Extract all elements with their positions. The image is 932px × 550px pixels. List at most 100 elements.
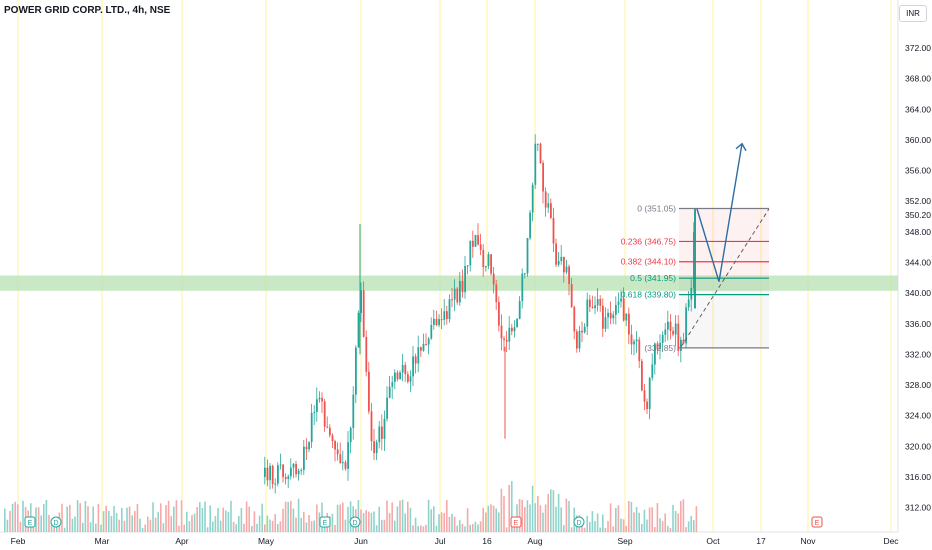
event-marker-label: E xyxy=(323,520,328,527)
volume-bar xyxy=(404,513,406,532)
volume-bar xyxy=(544,504,547,532)
candle-body xyxy=(404,364,407,375)
candle-body xyxy=(570,284,573,307)
price-tick-label: 328.00 xyxy=(905,380,931,390)
volume-bar xyxy=(183,524,185,532)
volume-bar xyxy=(196,507,198,532)
event-marker-label: E xyxy=(815,520,820,527)
earnings-marker-icon xyxy=(510,516,522,528)
candle-body xyxy=(396,372,399,380)
candle-body xyxy=(329,427,331,436)
candle-body xyxy=(375,442,378,454)
candle-body xyxy=(680,339,682,351)
candle-body xyxy=(669,321,672,331)
volume-bar xyxy=(401,499,404,532)
volume-bar xyxy=(596,513,599,532)
volume-bar xyxy=(147,516,149,532)
volume-bar xyxy=(381,519,383,532)
candle-body xyxy=(433,318,435,325)
price-tick-label: 364.00 xyxy=(905,104,931,114)
candle-body xyxy=(485,266,487,268)
earnings-marker-icon xyxy=(319,516,331,528)
volume-bar xyxy=(118,519,120,532)
volume-bar xyxy=(240,507,243,532)
volume-bar xyxy=(508,484,510,532)
chart-title: POWER GRID CORP. LTD., 4h, NSE xyxy=(4,5,171,16)
candle-body xyxy=(682,339,685,344)
volume-bar xyxy=(557,493,560,532)
volume-bar xyxy=(50,520,53,532)
fib-level-label: 0.5 (341.95) xyxy=(630,273,676,283)
volume-bar xyxy=(300,517,302,532)
volume-bar xyxy=(217,508,219,532)
volume-bar xyxy=(238,515,240,532)
volume-bar xyxy=(641,523,643,532)
volume-bar xyxy=(43,504,45,532)
candle-body xyxy=(589,299,591,307)
volume-bar xyxy=(48,514,50,532)
currency-button[interactable]: INR xyxy=(899,5,927,22)
volume-bar xyxy=(318,512,321,532)
candle-body xyxy=(508,327,511,342)
candle-body xyxy=(513,327,516,332)
volume-bar xyxy=(271,520,274,532)
candle-body xyxy=(326,426,329,428)
volume-bar xyxy=(664,513,666,532)
candle-body xyxy=(677,323,680,351)
volume-bar xyxy=(570,527,573,532)
candle-body xyxy=(459,280,461,303)
volume-bar xyxy=(154,517,157,532)
candle-body xyxy=(539,143,542,163)
volume-bar xyxy=(63,527,66,532)
volume-bar xyxy=(495,508,497,532)
volume-bar xyxy=(17,504,19,532)
price-tick-label: 344.00 xyxy=(905,257,931,267)
volume-bar xyxy=(388,513,391,532)
candle-body xyxy=(308,442,310,450)
candle-body xyxy=(492,273,495,285)
fib-level-label: 0.382 (344.10) xyxy=(621,257,676,267)
candle-body xyxy=(310,412,313,443)
volume-bar xyxy=(110,515,113,532)
volume-bar xyxy=(599,527,601,532)
time-tick-label: Jun xyxy=(354,536,368,546)
dividend-marker-icon xyxy=(349,516,361,528)
volume-bar xyxy=(646,519,648,532)
time-tick-label: Aug xyxy=(527,536,542,546)
candle-body xyxy=(321,397,323,402)
volume-bar xyxy=(95,523,97,532)
candle-body xyxy=(596,298,599,306)
candle-body xyxy=(381,426,383,439)
time-tick-label: Nov xyxy=(800,536,816,546)
candle-body xyxy=(469,240,472,266)
volume-bar xyxy=(100,524,102,532)
candle-body xyxy=(622,298,625,321)
candle-body xyxy=(654,343,656,365)
volume-bar xyxy=(277,524,279,532)
volume-bar xyxy=(201,508,204,532)
volume-bar xyxy=(539,505,542,532)
volume-bar xyxy=(87,506,89,532)
volume-bar xyxy=(193,513,196,532)
fib-zone-upper xyxy=(679,208,769,279)
volume-bar xyxy=(165,505,167,532)
volume-bar xyxy=(409,507,412,532)
price-tick-label: 324.00 xyxy=(905,411,931,421)
candle-body xyxy=(672,330,674,335)
volume-bar xyxy=(513,524,516,532)
projection-path xyxy=(696,143,743,282)
candle-body xyxy=(412,356,414,377)
volume-bar xyxy=(492,505,495,532)
candle-body xyxy=(576,331,578,349)
volume-bar xyxy=(108,510,110,532)
candle-body xyxy=(565,266,568,273)
volume-bar xyxy=(139,518,141,532)
candle-body xyxy=(687,299,690,308)
volume-bar xyxy=(565,498,568,532)
volume-bar xyxy=(212,521,214,532)
volume-bar xyxy=(362,513,365,532)
candle-body xyxy=(531,184,534,213)
candle-body xyxy=(490,254,492,274)
volume-bar xyxy=(485,512,487,532)
